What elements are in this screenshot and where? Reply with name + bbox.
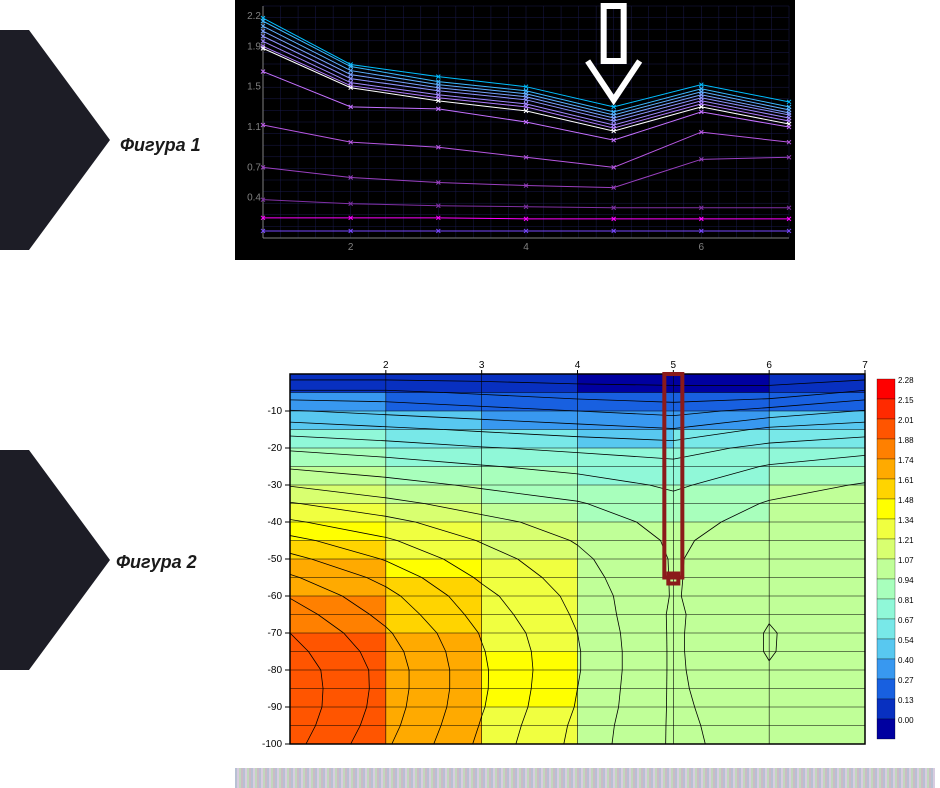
svg-text:0.13: 0.13 (898, 696, 914, 705)
svg-text:2.2: 2.2 (247, 11, 261, 22)
svg-text:1.88: 1.88 (898, 436, 914, 445)
svg-text:5: 5 (671, 360, 677, 371)
contour-heatmap: 2 3 4 5 6 7 -10 -20 -30 -40 -50 -60 -70 -80 -90 -100 2.2… (235, 352, 935, 752)
line-chart: 0.4 0.7 1.1 1.5 1.9 2.2 2 4 6 (235, 0, 795, 260)
svg-text:0.54: 0.54 (898, 636, 914, 645)
svg-text:1.9: 1.9 (247, 41, 261, 52)
svg-text:0.00: 0.00 (898, 716, 914, 725)
svg-text:2.28: 2.28 (898, 376, 914, 385)
svg-text:4: 4 (575, 360, 581, 371)
svg-text:6: 6 (766, 360, 772, 371)
svg-text:-50: -50 (268, 554, 283, 565)
svg-text:6: 6 (699, 242, 705, 253)
svg-text:0.4: 0.4 (247, 193, 261, 204)
svg-text:2: 2 (348, 242, 354, 253)
svg-text:-30: -30 (268, 480, 283, 491)
footer-static-band (235, 768, 935, 788)
chevron-fig2 (0, 450, 110, 670)
svg-text:1.1: 1.1 (247, 122, 261, 133)
svg-text:1.5: 1.5 (247, 82, 261, 93)
svg-text:0.7: 0.7 (247, 162, 261, 173)
fig1-label: Фигура 1 (120, 135, 201, 156)
svg-text:1.34: 1.34 (898, 516, 914, 525)
svg-text:3: 3 (479, 360, 485, 371)
svg-text:-10: -10 (268, 406, 283, 417)
svg-text:4: 4 (523, 242, 529, 253)
svg-text:2.01: 2.01 (898, 416, 914, 425)
svg-text:-20: -20 (268, 443, 283, 454)
svg-text:0.67: 0.67 (898, 616, 914, 625)
svg-text:0.94: 0.94 (898, 576, 914, 585)
svg-text:-90: -90 (268, 702, 283, 713)
svg-text:-60: -60 (268, 591, 283, 602)
svg-text:2: 2 (383, 360, 389, 371)
svg-text:0.27: 0.27 (898, 676, 914, 685)
svg-text:2.15: 2.15 (898, 396, 914, 405)
svg-text:0.81: 0.81 (898, 596, 914, 605)
fig2-label: Фигура 2 (116, 552, 197, 573)
svg-text:7: 7 (862, 360, 868, 371)
svg-text:-80: -80 (268, 665, 283, 676)
svg-text:0.40: 0.40 (898, 656, 914, 665)
svg-text:1.07: 1.07 (898, 556, 914, 565)
svg-text:-100: -100 (262, 739, 282, 750)
svg-text:-40: -40 (268, 517, 283, 528)
svg-text:1.61: 1.61 (898, 476, 914, 485)
svg-text:1.74: 1.74 (898, 456, 914, 465)
svg-text:1.48: 1.48 (898, 496, 914, 505)
svg-text:1.21: 1.21 (898, 536, 914, 545)
chevron-fig1 (0, 30, 110, 250)
svg-text:-70: -70 (268, 628, 283, 639)
